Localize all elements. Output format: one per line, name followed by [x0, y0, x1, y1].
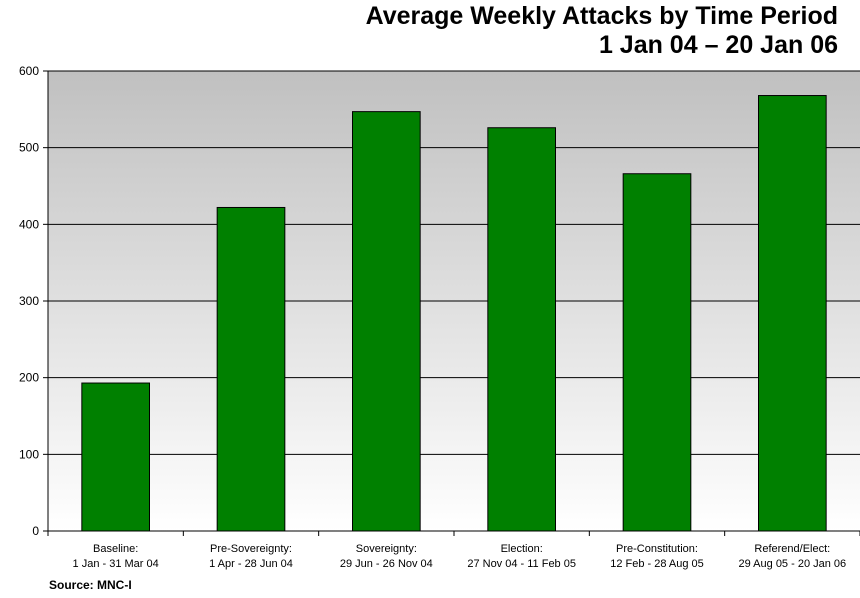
chart-title: Average Weekly Attacks by Time Period 1 …	[366, 2, 838, 60]
bar	[352, 111, 421, 532]
bar	[487, 127, 557, 532]
x-tick-label: Baseline:	[93, 543, 138, 555]
x-tick-label: 1 Jan - 31 Mar 04	[73, 558, 159, 570]
axes	[43, 70, 860, 536]
y-tick-label: 200	[19, 371, 39, 385]
y-tick-label: 600	[19, 64, 39, 78]
bar	[81, 382, 150, 532]
y-tick-label: 500	[19, 141, 39, 155]
chart-title-line2: 1 Jan 04 – 20 Jan 06	[598, 31, 838, 59]
source-note: Source: MNC-I	[49, 578, 132, 592]
bar	[216, 206, 286, 532]
x-tick-label: Pre-Constitution:	[616, 543, 698, 555]
x-tick-label: Pre-Sovereignty:	[210, 543, 292, 555]
chart-title-line1: Average Weekly Attacks by Time Period	[365, 2, 838, 30]
x-tick-label: 29 Aug 05 - 20 Jan 06	[739, 558, 847, 570]
x-tick-label: 1 Apr - 28 Jun 04	[209, 558, 293, 570]
bar	[622, 173, 692, 532]
y-tick-label: 100	[19, 447, 39, 461]
bars	[81, 95, 827, 532]
y-tick-label: 300	[19, 294, 39, 308]
x-axis-ticks: Baseline: 1 Jan - 31 Mar 04 Pre-Sovereignt…	[73, 543, 847, 570]
bar	[758, 95, 827, 532]
x-tick-label: Election:	[501, 543, 543, 555]
y-axis-ticks: 0 100 200 300 400 500 600	[19, 64, 39, 538]
x-tick-label: 29 Jun - 26 Nov 04	[340, 558, 433, 570]
x-tick-label: Sovereignty:	[356, 543, 417, 555]
x-tick-label: 27 Nov 04 - 11 Feb 05	[467, 558, 576, 570]
x-tick-label: Referend/Elect:	[754, 543, 830, 555]
y-tick-label: 0	[32, 524, 39, 538]
y-tick-label: 400	[19, 217, 39, 231]
x-tick-label: 12 Feb - 28 Aug 05	[610, 558, 704, 570]
gridlines	[48, 70, 860, 455]
